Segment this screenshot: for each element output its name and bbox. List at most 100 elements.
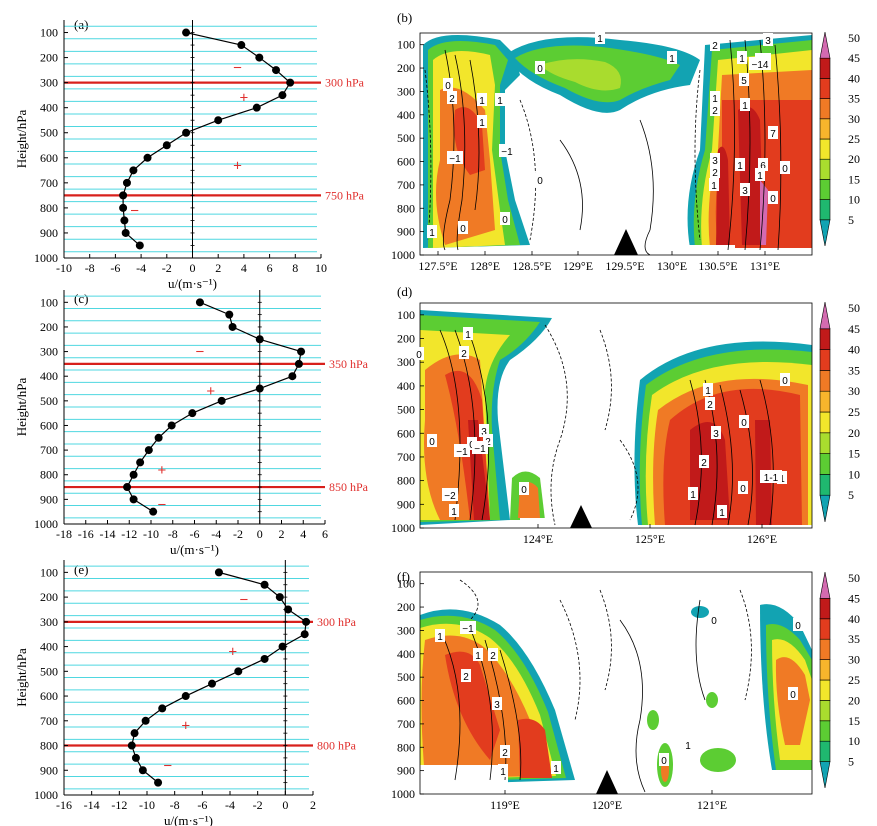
y-axis-label: Height/hPa (14, 110, 29, 169)
y-tick-label: 500 (40, 126, 58, 140)
y-tick-label: 200 (397, 332, 415, 346)
contour-label-bg (447, 151, 463, 164)
contour-label: 1 (669, 54, 675, 65)
y-tick-label: 400 (40, 101, 58, 115)
colorbar-tick-label: 35 (848, 92, 860, 106)
colorbar-tick-label: 20 (848, 693, 860, 707)
wind-profile-point (300, 630, 309, 639)
contour-label: 1 (497, 96, 503, 107)
contour-label: 2 (490, 651, 496, 662)
x-tick-label: 119°E (490, 798, 520, 812)
contour-label: 3 (742, 186, 748, 197)
contour-label-bg (703, 383, 713, 396)
contour-label: 0 (770, 194, 776, 205)
contour-label-bg (667, 51, 677, 64)
wind-profile-point (135, 241, 144, 250)
contour-label: 3 (712, 156, 718, 167)
colorbar-segment (819, 57, 831, 79)
colorbar-tick-label: 35 (848, 632, 860, 646)
y-tick-label: 100 (397, 308, 415, 322)
wind-profile-point (294, 359, 303, 368)
colorbar-tick-label: 40 (848, 71, 860, 85)
x-tick-label: 128°E (470, 259, 500, 273)
colorbar-segment (819, 618, 831, 640)
contour-label-bg (710, 153, 720, 166)
y-tick-label: 300 (40, 345, 58, 359)
y-tick-label: 700 (397, 717, 415, 731)
x-tick-label: -12 (111, 798, 127, 812)
contour-label-bg (447, 91, 457, 104)
y-tick-label: 900 (397, 764, 415, 778)
y-tick-label: 1000 (34, 517, 58, 531)
colorbar-tick-label: 40 (848, 343, 860, 357)
colorbar-tick-label: 50 (848, 31, 860, 45)
contour-label-bg (739, 415, 749, 428)
y-tick-label: 300 (397, 84, 415, 98)
wind-profile-point (162, 141, 171, 150)
x-tick-label: 8 (292, 261, 298, 275)
y-tick-label: 100 (397, 577, 415, 591)
y-tick-label: 500 (40, 664, 58, 678)
contour-label: 1 (553, 764, 559, 775)
colorbar-tick-label: 10 (848, 734, 860, 748)
panel-label-a: (a) (74, 17, 88, 32)
contour-label-bg (414, 347, 424, 360)
contour-label: 1 (685, 741, 691, 752)
contour-label: 0 (460, 224, 466, 235)
colorbar-tick-label: 30 (848, 384, 860, 398)
wind-profile-point (138, 766, 147, 775)
colorbar-tick-label: 25 (848, 405, 860, 419)
colorbar-tick-label: 5 (848, 488, 854, 502)
colorbar-tick-label: 25 (848, 673, 860, 687)
y-tick-label: 100 (40, 565, 58, 579)
contour-label: 2 (463, 672, 469, 683)
contour-label: 2 (449, 94, 455, 105)
y-tick-label: 700 (40, 714, 58, 728)
contour-label: 1 (437, 632, 443, 643)
colorbar-segment (819, 199, 831, 221)
colorbar-tick-label: 20 (848, 152, 860, 166)
x-tick-label: -6 (110, 261, 120, 275)
wind-profile-point (182, 128, 191, 137)
x-tick-label: -8 (170, 798, 180, 812)
y-tick-label: 100 (40, 26, 58, 40)
wind-profile-point (228, 322, 237, 331)
profile-panel-c: (c) 350 hPa 850 hPa 100 200 300 400 500 600 700 8… (14, 290, 369, 557)
contour-label-bg (477, 115, 487, 128)
y-tick-label: 800 (40, 739, 58, 753)
contour-label: 0 (537, 64, 543, 75)
sign-annotation: + (157, 462, 166, 479)
colorbar-tick-label: 50 (848, 301, 860, 315)
y-tick-label: 400 (397, 379, 415, 393)
colorbar-top-triangle (819, 571, 831, 599)
contour-label: 0 (416, 350, 422, 361)
colorbar-tick-label: 40 (848, 612, 860, 626)
cross-section-b: (b) (391, 10, 813, 273)
contour-label-bg (735, 158, 745, 171)
contour-label-bg (705, 397, 715, 410)
y-tick-label: 200 (397, 61, 415, 75)
y-tick-label: 100 (40, 295, 58, 309)
wind-profile-point (129, 166, 138, 175)
y-tick-label: 900 (40, 492, 58, 506)
y-tick-label: 200 (40, 51, 58, 65)
y-tick-label: 300 (40, 615, 58, 629)
y-tick-label: 900 (40, 763, 58, 777)
contour-label-bg (740, 98, 750, 111)
colorbar-segment (819, 700, 831, 722)
y-tick-label: 300 (397, 355, 415, 369)
contour-label-bg (427, 225, 437, 238)
contour-label: 1 (779, 474, 785, 485)
wind-profile-point (255, 384, 264, 393)
contour-label-bg (443, 78, 453, 91)
x-tick-label: -16 (78, 527, 94, 541)
contour-label-bg (454, 444, 470, 457)
wind-profile-point (272, 66, 281, 75)
colorbar-tick-label: 45 (848, 51, 860, 65)
contour-label-bg (435, 629, 445, 642)
wind-profile-point (302, 617, 311, 626)
y-tick-label: 800 (40, 201, 58, 215)
contour-label: 5 (741, 76, 747, 87)
x-tick-label: -14 (100, 527, 116, 541)
colorbar-segment (819, 328, 831, 350)
